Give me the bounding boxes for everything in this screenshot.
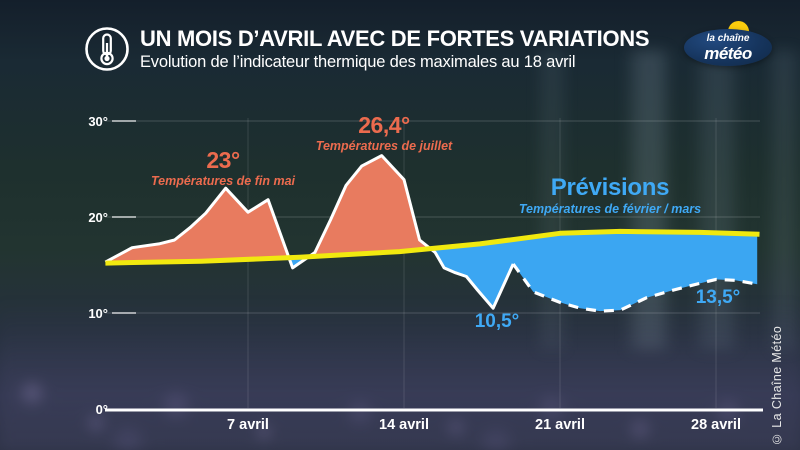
forecast-caption: Températures de février / mars [518,202,702,217]
peak1-value: 23° [206,147,240,173]
x-tick-label: 28 avril [691,417,741,433]
copyright-credit: © La Chaîne Météo [770,325,784,446]
annotation-peak-fin-mai: 23° Températures de fin mai [118,147,328,189]
forecast-title: Prévisions [550,174,670,201]
thermometer-icon [84,26,130,72]
header: UN MOIS D’AVRIL AVEC DE FORTES VARIATION… [140,26,650,72]
annotation-previsions: Prévisions Températures de février / mar… [495,174,725,217]
forecast-temperature-line [511,263,758,313]
logo-line1: la chaîne [706,33,750,44]
observed-temperature-line [104,154,515,310]
x-tick-label: 7 avril [227,417,269,433]
x-tick-label: 14 avril [379,417,429,433]
y-tick-label: 10° [88,306,108,321]
la-chaine-meteo-logo: la chaîne météo [684,21,772,66]
peak2-caption: Températures de juillet [315,139,453,154]
logo-line2: météo [704,44,752,63]
end-value: 13,5° [695,287,741,308]
y-tick-label: 20° [88,210,108,225]
warm-anomaly-area [105,155,758,264]
y-tick-label: 30° [88,114,108,129]
logo-oval [684,29,772,66]
annotation-low: 10,5° [447,311,547,333]
cold-anomaly-area [105,231,758,312]
low-value: 10,5° [474,311,520,332]
x-tick-label: 21 avril [535,417,585,433]
y-tick-label: 0° [96,402,108,417]
peak2-value: 26,4° [358,112,410,138]
background-flower-meadow [0,300,800,450]
page-title: UN MOIS D’AVRIL AVEC DE FORTES VARIATION… [140,26,650,51]
annotation-peak-juillet: 26,4° Températures de juillet [279,112,489,154]
peak1-caption: Températures de fin mai [150,174,296,189]
annotation-end: 13,5° [668,287,768,309]
axis-labels: 0° 10° 20° 30° 7 avril 14 avril 21 avril 28 avr… [88,114,741,433]
page-subtitle: Evolution de l’indicateur thermique des … [140,53,576,71]
seasonal-normal-line [105,228,760,266]
